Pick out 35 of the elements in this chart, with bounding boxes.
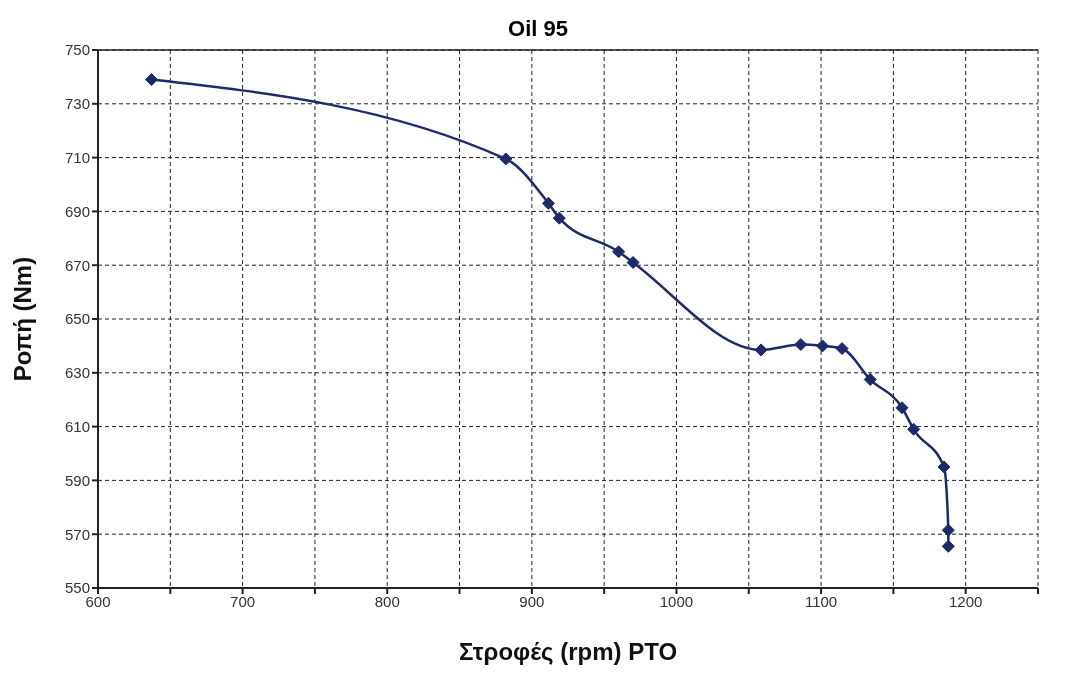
y-tick-label: 750 (64, 41, 90, 59)
point (941, 539, 955, 553)
y-tick-label: 590 (64, 471, 90, 489)
x-tick-label: 900 (519, 592, 545, 610)
point (835, 342, 849, 356)
y-tick-label: 630 (64, 364, 90, 382)
point (626, 256, 640, 270)
point (907, 422, 921, 436)
point (145, 73, 159, 87)
point (552, 211, 566, 225)
point (794, 338, 808, 352)
point (937, 460, 951, 474)
point (863, 373, 877, 387)
y-axis-title: Ροπή (Nm) (8, 256, 36, 382)
y-tick-label: 710 (64, 148, 90, 166)
x-tick-label: 1000 (659, 592, 694, 610)
y-tick-label: 690 (64, 202, 90, 220)
point (754, 343, 768, 357)
point (541, 196, 555, 210)
x-tick-label: 800 (374, 592, 400, 610)
point (499, 152, 513, 166)
x-axis-title: Στροφές (rpm) PTO (458, 638, 678, 665)
chart-title: Oil 95 (507, 16, 569, 42)
y-tick-label: 610 (64, 417, 90, 435)
point (895, 401, 909, 415)
x-tick-label: 1200 (949, 592, 983, 610)
x-tick-label: 700 (230, 592, 256, 610)
point (612, 245, 626, 259)
point (816, 339, 830, 353)
y-tick-label: 570 (64, 525, 90, 543)
y-tick-label: 730 (64, 95, 90, 113)
y-tick-label: 650 (64, 310, 90, 328)
x-tick-label: 1100 (804, 592, 838, 610)
point (941, 523, 955, 537)
y-tick-label: 670 (64, 256, 90, 274)
